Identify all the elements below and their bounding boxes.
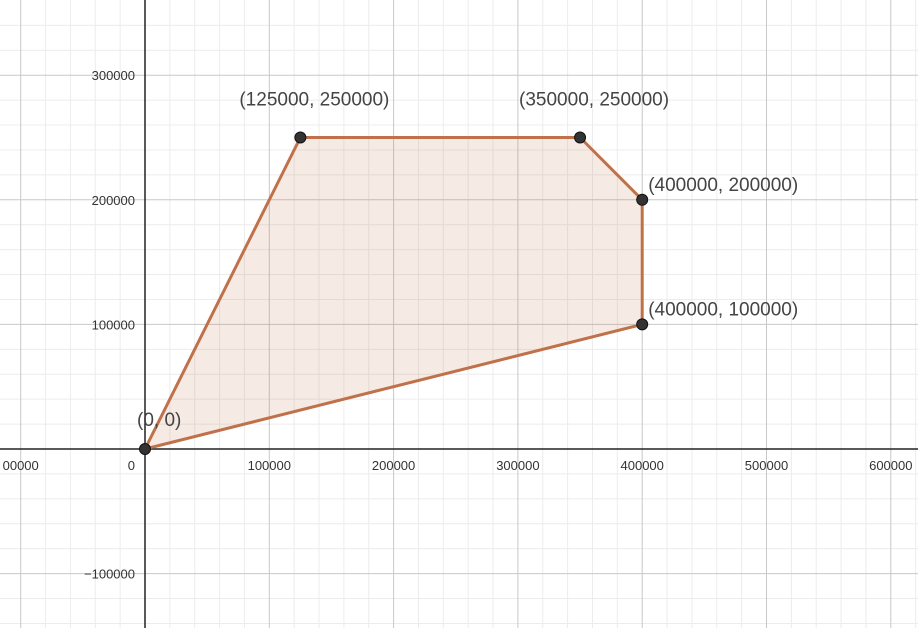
vertex-label: (400000, 200000) — [648, 175, 798, 196]
vertex-labels: (0, 0) (125000, 250000) (350000, 250000) (4… — [137, 90, 798, 432]
vertex-label: (0, 0) — [137, 410, 181, 431]
vertex-point — [294, 131, 307, 144]
vertex-point — [139, 443, 151, 455]
vertex-label: (350000, 250000) — [519, 90, 669, 111]
vertex-label: (400000, 100000) — [648, 299, 798, 320]
x-tick-label: 00000 — [3, 458, 39, 473]
x-tick-label: 0 — [128, 458, 135, 473]
x-tick-label: 400000 — [621, 458, 664, 473]
region-polygon — [143, 136, 644, 451]
x-tick-label: 100000 — [248, 458, 291, 473]
vertex-point — [636, 193, 649, 206]
vertex-label: (125000, 250000) — [239, 90, 389, 111]
y-tick-label: −100000 — [84, 567, 135, 582]
x-tick-label: 300000 — [496, 458, 539, 473]
vertex-points — [139, 131, 649, 455]
x-tick-label: 500000 — [745, 458, 788, 473]
y-tick-label: 300000 — [92, 68, 135, 83]
vertex-point — [636, 318, 649, 331]
x-tick-label: 200000 — [372, 458, 415, 473]
y-tick-label: 100000 — [92, 317, 135, 332]
feasible-region — [143, 136, 644, 451]
vertex-point — [574, 131, 587, 144]
y-tick-label: 200000 — [92, 193, 135, 208]
x-tick-label: 600000 — [869, 458, 912, 473]
tick-labels: 00000 0 100000 200000 300000 400000 500000 6000… — [3, 68, 913, 581]
